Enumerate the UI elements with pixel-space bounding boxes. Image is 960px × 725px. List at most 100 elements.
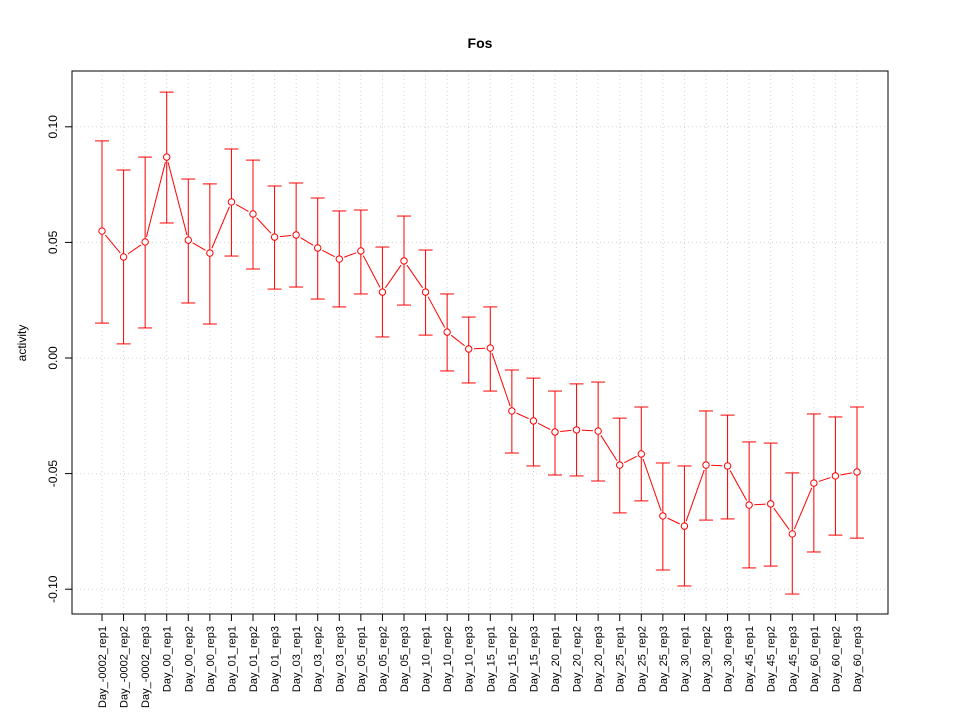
data-point xyxy=(854,469,860,475)
data-point xyxy=(185,237,191,243)
series-segment xyxy=(601,435,617,460)
x-tick-label: Day_-0002_rep1 xyxy=(97,626,109,708)
data-point xyxy=(142,239,148,245)
data-point xyxy=(703,462,709,468)
x-tick-label: Day_01_rep2 xyxy=(248,626,260,692)
data-point xyxy=(487,345,493,351)
data-point xyxy=(573,427,579,433)
x-tick-label: Day_00_rep3 xyxy=(205,626,217,692)
x-tick-label: Day_15_rep1 xyxy=(485,626,497,692)
data-point xyxy=(660,513,666,519)
series-segment xyxy=(754,504,765,505)
data-point xyxy=(746,502,752,508)
x-tick-label: Day_10_rep2 xyxy=(442,626,454,692)
data-point xyxy=(358,248,364,254)
x-tick-label: Day_-0002_rep3 xyxy=(140,626,152,708)
data-point xyxy=(99,228,105,234)
x-tick-label: Day_00_rep2 xyxy=(183,626,195,692)
chart-title: Fos xyxy=(468,35,493,51)
x-tick-label: Day_03_rep2 xyxy=(313,626,325,692)
series-segment xyxy=(451,335,464,345)
series-segment xyxy=(841,473,852,475)
x-tick-label: Day_25_rep3 xyxy=(658,626,670,692)
x-tick-label: Day_01_rep3 xyxy=(270,626,282,692)
data-point xyxy=(250,211,256,217)
series-segment xyxy=(517,413,529,419)
data-point xyxy=(444,329,450,335)
series-segment xyxy=(257,218,271,234)
data-point xyxy=(811,480,817,486)
data-point xyxy=(164,154,170,160)
data-point xyxy=(595,428,601,434)
data-point xyxy=(509,408,515,414)
series-segment xyxy=(344,253,356,257)
series-segment xyxy=(668,518,680,524)
data-point xyxy=(120,254,126,260)
data-point xyxy=(638,451,644,457)
x-tick-label: Day_45_rep1 xyxy=(744,626,756,692)
data-point xyxy=(789,531,795,537)
x-tick-label: Day_45_rep3 xyxy=(787,626,799,692)
y-tick-label: -0.05 xyxy=(46,460,60,488)
series-segment xyxy=(624,456,636,462)
series-segment xyxy=(105,235,120,253)
x-tick-label: Day_00_rep1 xyxy=(162,626,174,692)
data-point xyxy=(207,250,213,256)
series-segment xyxy=(301,238,314,246)
x-tick-label: Day_10_rep1 xyxy=(421,626,433,692)
series-segment xyxy=(363,256,380,288)
series-segment xyxy=(236,204,248,211)
y-tick-label: 0.10 xyxy=(46,115,60,139)
x-tick-label: Day_60_rep3 xyxy=(852,626,864,692)
data-point xyxy=(530,418,536,424)
series-segment xyxy=(774,508,790,530)
y-tick-label: -0.10 xyxy=(46,575,60,603)
x-tick-label: Day_60_rep2 xyxy=(830,626,842,692)
series-segment xyxy=(428,297,445,328)
x-tick-label: Day_03_rep3 xyxy=(334,626,346,692)
data-point xyxy=(336,256,342,262)
x-tick-label: Day_03_rep1 xyxy=(291,626,303,692)
series-segment xyxy=(146,162,165,237)
series-segment xyxy=(730,471,747,501)
data-point xyxy=(617,462,623,468)
x-tick-label: Day_-0002_rep2 xyxy=(119,626,131,708)
x-tick-label: Day_25_rep1 xyxy=(615,626,627,692)
series-segment xyxy=(385,265,401,288)
data-point xyxy=(552,429,558,435)
series-segment xyxy=(560,430,571,431)
data-point xyxy=(466,346,472,352)
data-point xyxy=(228,199,234,205)
series-segment xyxy=(794,488,812,529)
x-tick-label: Day_20_rep1 xyxy=(550,626,562,692)
data-point xyxy=(681,523,687,529)
x-tick-label: Day_45_rep2 xyxy=(766,626,778,692)
x-tick-label: Day_05_rep2 xyxy=(377,626,389,692)
x-tick-label: Day_25_rep2 xyxy=(636,626,648,692)
x-tick-label: Day_20_rep2 xyxy=(572,626,584,692)
x-tick-label: Day_20_rep3 xyxy=(593,626,605,692)
y-tick-label: 0.00 xyxy=(46,346,60,370)
series-segment xyxy=(128,245,141,254)
y-axis-label: activity xyxy=(15,325,29,362)
data-point xyxy=(768,501,774,507)
x-tick-label: Day_30_rep2 xyxy=(701,626,713,692)
series-segment xyxy=(538,423,550,429)
x-tick-label: Day_10_rep3 xyxy=(464,626,476,692)
plot-frame xyxy=(72,71,888,614)
data-point xyxy=(271,234,277,240)
series-segment xyxy=(280,236,291,237)
series-segment xyxy=(322,250,334,256)
series-segment xyxy=(643,459,661,511)
data-point xyxy=(401,258,407,264)
data-point xyxy=(724,463,730,469)
series-segment xyxy=(492,353,510,406)
x-tick-label: Day_05_rep3 xyxy=(399,626,411,692)
series-segment xyxy=(686,470,704,521)
data-point xyxy=(293,232,299,238)
x-tick-label: Day_01_rep1 xyxy=(226,626,238,692)
series-segment xyxy=(193,243,206,251)
x-tick-label: Day_30_rep3 xyxy=(723,626,735,692)
